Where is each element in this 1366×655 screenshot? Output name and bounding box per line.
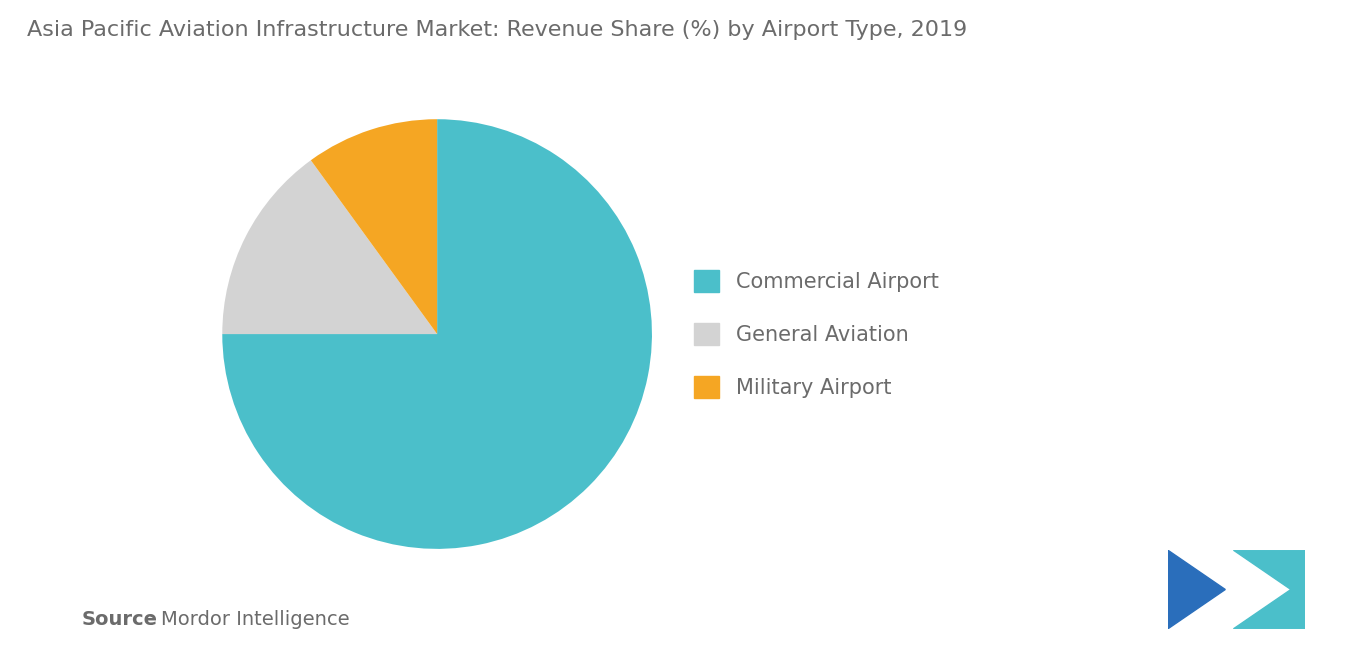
Wedge shape bbox=[223, 119, 652, 549]
Legend: Commercial Airport, General Aviation, Military Airport: Commercial Airport, General Aviation, Mi… bbox=[673, 250, 959, 419]
Polygon shape bbox=[1233, 550, 1305, 629]
Text: Asia Pacific Aviation Infrastructure Market: Revenue Share (%) by Airport Type, : Asia Pacific Aviation Infrastructure Mar… bbox=[27, 20, 967, 40]
Wedge shape bbox=[223, 160, 437, 334]
Wedge shape bbox=[311, 119, 437, 334]
Polygon shape bbox=[1168, 550, 1225, 629]
Text: : Mordor Intelligence: : Mordor Intelligence bbox=[142, 610, 350, 629]
Text: Source: Source bbox=[82, 610, 158, 629]
